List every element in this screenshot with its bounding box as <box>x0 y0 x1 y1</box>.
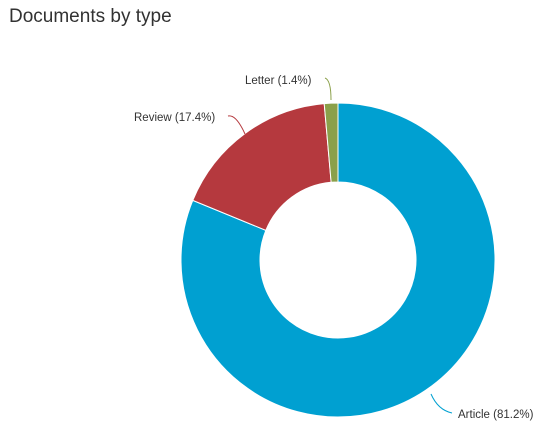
leader-line-article <box>430 393 453 414</box>
slice-labels: Article (81.2%) Review (17.4%) Letter (1.4… <box>134 75 534 421</box>
slice-label-review: Review (17.4%) <box>134 112 215 124</box>
donut-slice-review[interactable] <box>192 103 332 232</box>
slice-label-article: Article (81.2%) <box>458 409 534 421</box>
slice-label-letter: Letter (1.4%) <box>245 75 312 87</box>
donut-slices <box>180 102 496 418</box>
leader-line-letter <box>324 77 332 101</box>
label-leaders <box>227 77 453 414</box>
donut-slice-letter[interactable] <box>323 102 339 183</box>
donut-slice-article[interactable] <box>180 102 496 418</box>
chart-title: Documents by type <box>9 6 172 27</box>
leader-line-review <box>227 115 246 135</box>
